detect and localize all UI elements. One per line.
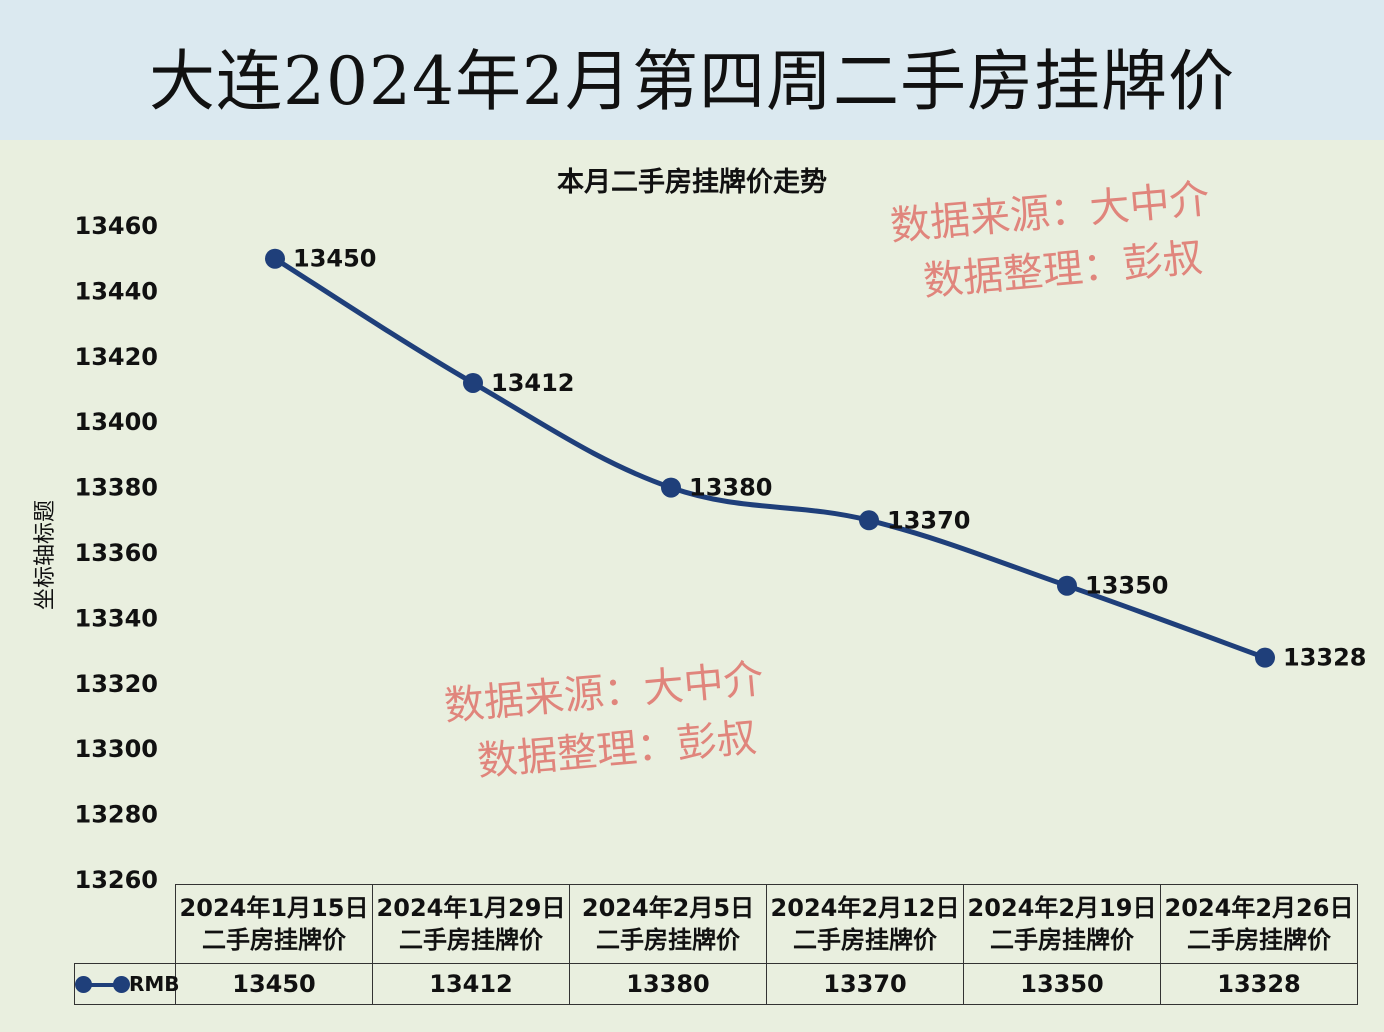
data-point — [463, 372, 483, 393]
chart-title: 本月二手房挂牌价走势 — [557, 167, 827, 198]
y-axis-ticks: 13460 13440 13420 13400 13380 13360 13340 13320… — [75, 212, 159, 894]
legend-label: RMB — [129, 972, 180, 996]
data-label: 13350 — [1085, 572, 1169, 600]
table-value: 13450 — [175, 963, 373, 1005]
legend-entry: RMB — [74, 963, 180, 1005]
table-category: 2024年2月26日 二手房挂牌价 — [1160, 884, 1358, 964]
table-value: 13380 — [569, 963, 767, 1005]
table-header-row: 2024年1月15日 二手房挂牌价 2024年1月29日 二手房挂牌价 2024年2… — [74, 884, 1358, 964]
table-category: 2024年1月29日 二手房挂牌价 — [372, 884, 570, 964]
table-category: 2024年1月15日 二手房挂牌价 — [175, 884, 373, 964]
data-points — [265, 248, 1275, 668]
chart-panel — [0, 140, 1384, 1032]
data-labels: 13450 13412 13380 13370 13350 13328 — [293, 245, 1367, 672]
table-category: 2024年2月12日 二手房挂牌价 — [766, 884, 964, 964]
data-label: 13380 — [689, 474, 773, 502]
banner-title: 大连2024年2月第四周二手房挂牌价 — [149, 43, 1235, 120]
legend-marker-icon — [75, 976, 92, 993]
legend-marker-icon — [113, 976, 130, 993]
data-point — [859, 510, 879, 531]
data-point — [265, 248, 285, 269]
table-value: 13328 — [1160, 963, 1358, 1005]
series-line-rmb — [272, 256, 1268, 661]
data-label: 13328 — [1283, 644, 1367, 672]
y-tick-label: 13300 — [75, 735, 159, 763]
y-tick-label: 13320 — [75, 670, 159, 698]
data-point — [1255, 647, 1275, 668]
data-point — [1057, 575, 1077, 596]
y-axis-title: 坐标轴标题 — [33, 500, 58, 610]
data-table: 2024年1月15日 二手房挂牌价 2024年1月29日 二手房挂牌价 2024年2… — [74, 884, 1358, 1005]
y-tick-label: 13280 — [75, 801, 159, 829]
table-value: 13350 — [963, 963, 1161, 1005]
table-value: 13370 — [766, 963, 964, 1005]
data-label: 13450 — [293, 245, 377, 273]
y-tick-label: 13360 — [75, 539, 159, 567]
table-corner — [74, 884, 176, 964]
data-point — [661, 477, 681, 498]
table-category: 2024年2月5日 二手房挂牌价 — [569, 884, 767, 964]
table-value: 13412 — [372, 963, 570, 1005]
legend-line-icon — [79, 983, 125, 987]
y-tick-label: 13380 — [75, 474, 159, 502]
y-tick-label: 13460 — [75, 212, 159, 240]
data-label: 13412 — [491, 369, 575, 397]
y-tick-label: 13340 — [75, 604, 159, 632]
y-tick-label: 13420 — [75, 343, 159, 371]
table-value-row: RMB 13450 13412 13380 13370 13350 13328 — [74, 963, 1358, 1005]
title-banner: 大连2024年2月第四周二手房挂牌价 — [0, 0, 1384, 140]
table-category: 2024年2月19日 二手房挂牌价 — [963, 884, 1161, 964]
data-label: 13370 — [887, 506, 971, 534]
y-tick-label: 13400 — [75, 408, 159, 436]
y-tick-label: 13440 — [75, 277, 159, 305]
